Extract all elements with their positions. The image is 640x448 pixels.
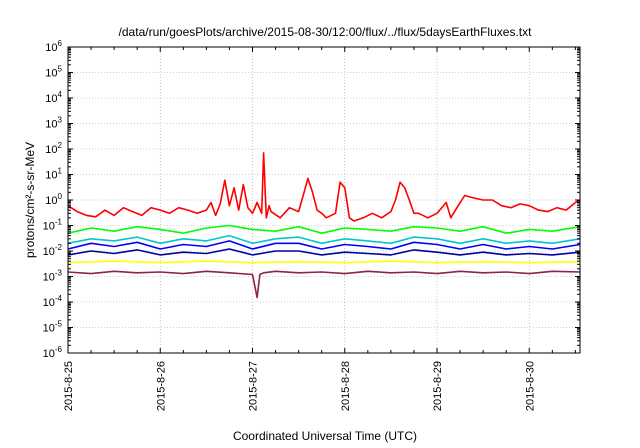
y-axis-label: protons/cm²-s-sr-MeV — [23, 142, 37, 258]
y-axis: 10-6 10-5 10-4 10-3 10-2 10-1 100 101 102 103 104 1… — [43, 39, 580, 360]
series-line-0 — [67, 152, 581, 222]
y-tick-label: 101 — [45, 167, 62, 182]
x-axis: 2015-8-25 2015-8-26 2015-8-27 2015-8-28 2015… — [63, 47, 576, 411]
y-tick-label: 105 — [45, 65, 62, 80]
y-tick-label: 103 — [45, 116, 62, 131]
series-line-3 — [67, 240, 581, 250]
series-line-6 — [67, 270, 581, 299]
grid — [68, 47, 580, 353]
series-line-5 — [67, 260, 581, 264]
y-tick-label: 10-4 — [43, 294, 63, 309]
x-tick-label: 2015-8-29 — [432, 361, 444, 411]
y-tick-label: 10-6 — [43, 345, 63, 360]
y-tick-label: 10-3 — [43, 269, 63, 284]
y-tick-label: 102 — [45, 141, 62, 156]
y-tick-label: 10-1 — [43, 218, 63, 233]
y-tick-label: 100 — [45, 192, 62, 207]
x-tick-label: 2015-8-26 — [155, 361, 167, 411]
x-tick-label: 2015-8-30 — [524, 361, 536, 411]
y-tick-label: 106 — [45, 39, 62, 54]
series-line-2 — [67, 234, 581, 245]
x-tick-label: 2015-8-25 — [63, 361, 75, 411]
y-tick-label: 104 — [45, 90, 62, 105]
x-axis-label: Coordinated Universal Time (UTC) — [233, 429, 417, 443]
x-tick-label: 2015-8-27 — [248, 361, 260, 411]
y-tick-label: 10-5 — [43, 320, 63, 335]
series-line-4 — [67, 248, 581, 256]
y-tick-label: 10-2 — [43, 243, 63, 258]
series-line-1 — [67, 224, 581, 234]
series-group — [67, 152, 581, 299]
x-tick-label: 2015-8-28 — [340, 361, 352, 411]
chart-title: /data/run/goesPlots/archive/2015-08-30/1… — [119, 25, 533, 39]
